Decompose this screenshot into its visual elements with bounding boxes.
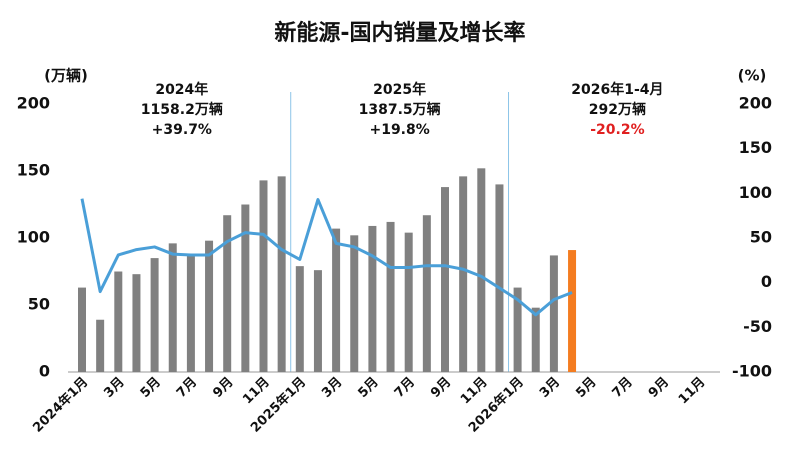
annotation-total: 1387.5万辆 xyxy=(359,101,441,118)
bar xyxy=(186,254,195,372)
bar xyxy=(168,243,177,372)
bar xyxy=(404,232,413,372)
bar xyxy=(477,168,486,372)
y2-tick-label: 200 xyxy=(739,94,772,113)
bar xyxy=(223,215,232,372)
y2-tick-label: 0 xyxy=(761,272,772,291)
chart-title: 新能源-国内销量及增长率 xyxy=(274,20,525,46)
annotation-total: 1158.2万辆 xyxy=(141,101,223,118)
y2-tick-label: -50 xyxy=(743,317,772,336)
bar xyxy=(531,307,540,372)
bar xyxy=(150,258,159,372)
y-tick-label: 0 xyxy=(39,362,50,381)
bar xyxy=(132,274,141,372)
annotation-period: 2024年 xyxy=(155,81,208,98)
annotation-growth: -20.2% xyxy=(590,122,644,138)
x-tick-label: 3月 xyxy=(319,375,345,401)
bar xyxy=(78,287,86,372)
bar xyxy=(422,215,431,372)
bar xyxy=(114,271,123,372)
bar xyxy=(350,235,359,372)
y2-tick-label: -100 xyxy=(732,362,772,381)
x-tick-label: 11月 xyxy=(676,375,709,408)
annotation-total: 292万辆 xyxy=(589,101,646,118)
bar xyxy=(332,228,341,372)
bar xyxy=(459,176,468,372)
y2-tick-label: 50 xyxy=(750,228,772,247)
annotation-growth: +39.7% xyxy=(152,122,212,138)
x-tick-label: 5月 xyxy=(573,375,599,401)
bar xyxy=(259,180,268,372)
bar xyxy=(241,204,250,372)
x-tick-label: 5月 xyxy=(356,375,382,401)
y-tick-label: 150 xyxy=(17,161,50,180)
y-axis-label: (万辆) xyxy=(44,67,88,85)
bar xyxy=(96,319,105,372)
bar xyxy=(295,266,304,372)
bar xyxy=(313,270,322,372)
y-tick-label: 100 xyxy=(17,228,50,247)
bar xyxy=(368,225,377,372)
x-tick-label: 7月 xyxy=(174,375,200,401)
bar xyxy=(441,187,449,372)
x-tick-label: 5月 xyxy=(138,375,164,401)
bar xyxy=(495,184,504,372)
bar xyxy=(513,287,522,372)
annotation-growth: +19.8% xyxy=(369,122,429,138)
y2-tick-label: 100 xyxy=(739,183,772,202)
y2-tick-label: 150 xyxy=(739,138,772,157)
x-tick-label: 11月 xyxy=(458,375,491,408)
x-tick-label: 9月 xyxy=(646,375,672,401)
annotation-period: 2025年 xyxy=(373,81,426,98)
y-tick-label: 50 xyxy=(28,295,50,314)
y-tick-label: 200 xyxy=(17,94,50,113)
x-tick-label: 9月 xyxy=(210,375,236,401)
bar xyxy=(568,250,577,372)
x-tick-label: 7月 xyxy=(392,375,418,401)
bar xyxy=(277,176,286,372)
x-tick-label: 9月 xyxy=(428,375,454,401)
bar xyxy=(205,240,214,372)
x-tick-label: 3月 xyxy=(537,375,563,401)
x-tick-label: 7月 xyxy=(610,375,636,401)
x-tick-label: 11月 xyxy=(240,375,273,408)
growth-line xyxy=(80,198,573,317)
x-tick-label: 3月 xyxy=(101,375,127,401)
annotation-period: 2026年1-4月 xyxy=(571,81,663,98)
x-tick-label: 2024年1月 xyxy=(30,374,92,436)
bar xyxy=(549,255,558,372)
y2-axis-label: (%) xyxy=(738,67,767,85)
bar xyxy=(386,221,395,372)
